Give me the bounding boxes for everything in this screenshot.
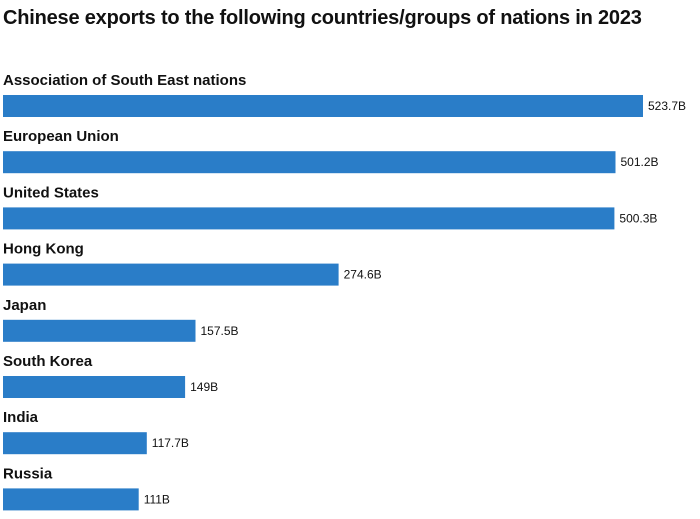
bar [3, 263, 339, 286]
value-label: 523.7B [648, 99, 686, 113]
bar [3, 432, 147, 455]
category-label: European Union [3, 128, 119, 145]
value-label: 117.7B [152, 436, 189, 450]
value-label: 111B [144, 492, 170, 506]
category-label: Russia [3, 465, 53, 482]
bar [3, 488, 139, 511]
category-label: Japan [3, 297, 46, 314]
category-label: South Korea [3, 353, 93, 370]
bar [3, 207, 615, 230]
value-label: 157.5B [201, 324, 239, 338]
bar [3, 319, 196, 342]
category-label: Association of South East nations [3, 72, 246, 89]
category-label: Hong Kong [3, 241, 84, 258]
bar [3, 376, 186, 398]
bar [3, 95, 643, 117]
bar [3, 151, 616, 174]
value-label: 274.6B [344, 268, 382, 282]
value-label: 149B [190, 380, 218, 394]
value-label: 500.3B [619, 211, 657, 225]
chart-title: Chinese exports to the following countri… [3, 7, 642, 29]
category-label: India [3, 409, 39, 426]
category-label: United States [3, 184, 99, 201]
value-label: 501.2B [621, 155, 659, 169]
